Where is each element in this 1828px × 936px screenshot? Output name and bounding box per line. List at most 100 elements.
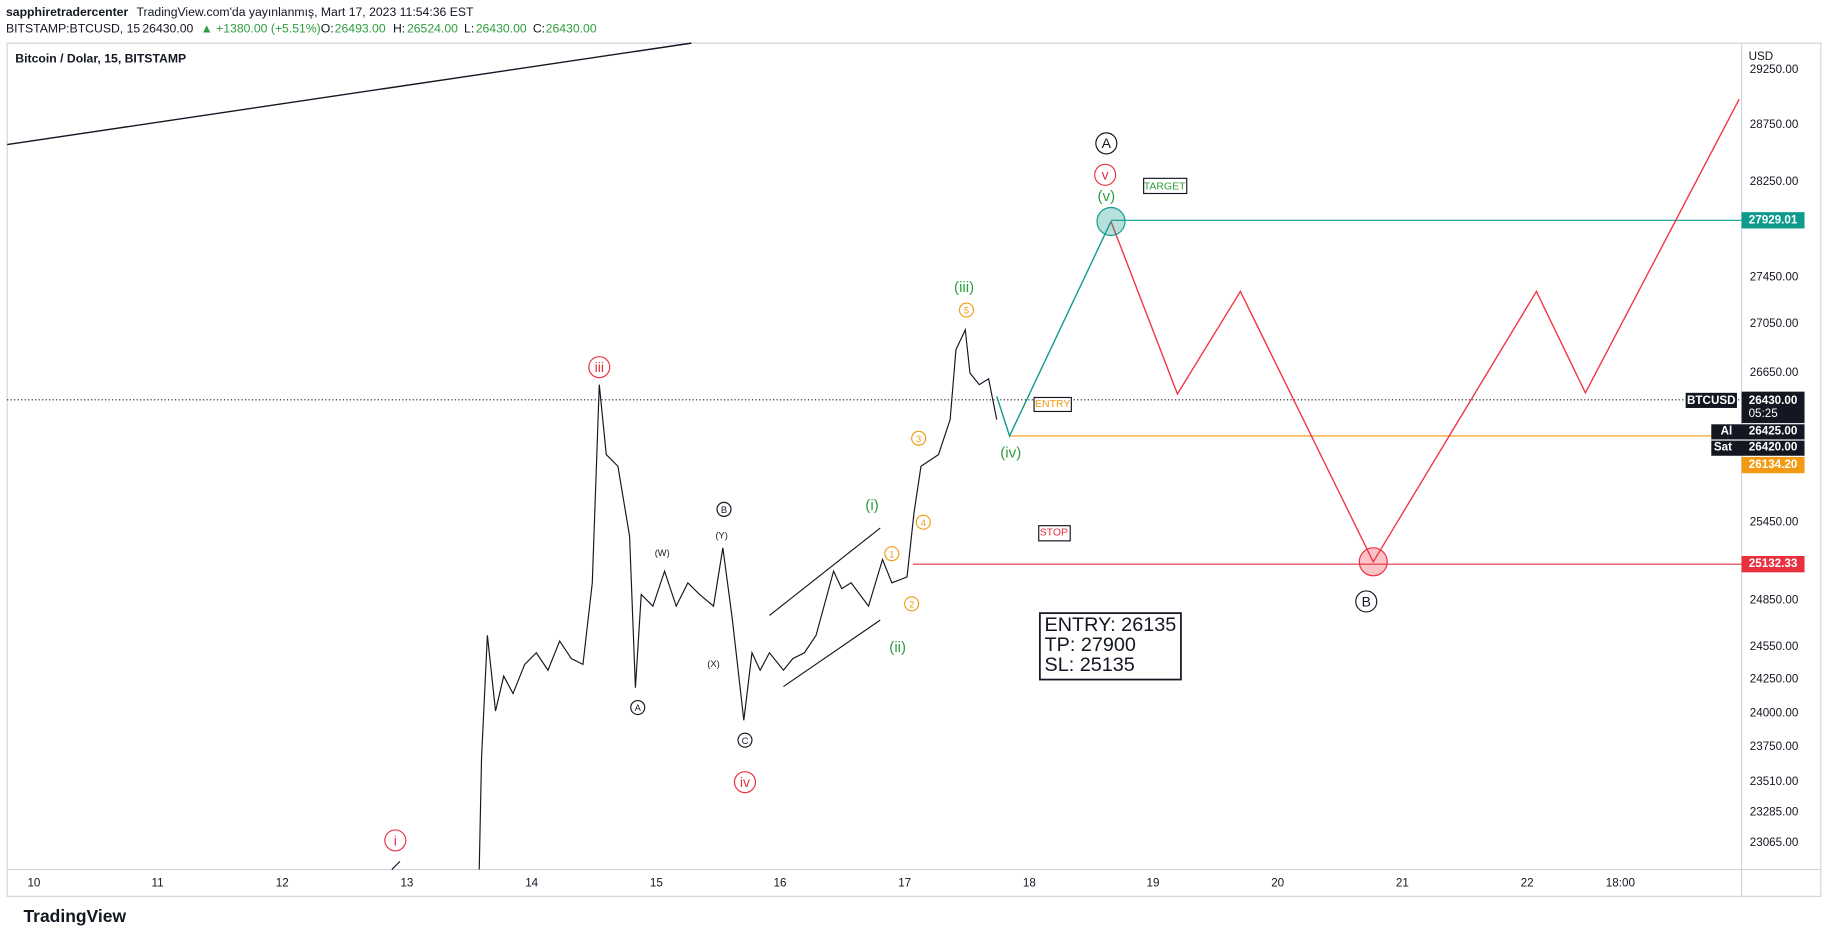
wave-circle [630,699,646,716]
time-label: 15 [650,877,663,890]
price-label: 25450.00 [1750,515,1799,528]
wave-label: 2 [909,599,914,609]
o-value: 26493.00 [335,21,386,35]
time-label: 18 [1023,877,1036,890]
wave-label: (iii) [954,279,974,296]
wave-label: (Y) [715,531,727,541]
wave-label: (v) [1098,188,1116,205]
price-label: 23065.00 [1750,836,1799,849]
time-label: 22 [1521,877,1534,890]
wave-label: A [1102,135,1112,151]
wave-label: (iv) [1000,444,1021,461]
o-label: O: [321,21,334,35]
time-label: 17 [898,877,911,890]
stop-tag-text: 25132.33 [1749,557,1798,570]
bid-value: 26420.00 [1749,441,1798,454]
stop-label: STOP [1040,527,1068,538]
entry-tag [1741,456,1805,474]
target-marker [1096,206,1126,237]
header-symbol: BITSTAMP:BTCUSD, 15 [6,21,140,35]
target-tag [1741,212,1805,229]
price-label: 29250.00 [1750,63,1799,76]
price-label: 24550.00 [1750,640,1799,653]
wave-label: 5 [964,306,969,316]
wave-label: C [742,736,749,746]
entry-label: ENTRY [1035,399,1070,410]
wave-label: (ii) [889,639,906,656]
price-unit: USD [1749,50,1774,63]
price-label: 23285.00 [1750,806,1799,819]
last-tag [1741,391,1805,424]
wave-circle [1094,163,1117,186]
ask-value: 26425.00 [1749,424,1798,437]
target-label: TARGET [1144,181,1186,192]
wave-label: B [721,505,727,515]
wave-circle [904,596,920,612]
wave-label: A [635,703,642,713]
wave-circle [716,501,732,517]
price-axis: 29250.00 28750.00 28250.00 27450.00 27050.00… [1750,63,1799,849]
wave-label: (W) [655,548,670,558]
price-label: 27050.00 [1750,317,1799,330]
trend-line [7,42,692,146]
stop-box [1038,525,1071,542]
footer-logo: TradingView [23,906,126,926]
wave-circle [737,732,753,748]
time-label: 10 [27,877,40,890]
stop-marker [1358,547,1388,577]
wave-circle [958,302,975,318]
price-path [478,327,998,870]
trade-tp: TP: 27900 [1045,634,1136,656]
price-label: 28250.00 [1750,175,1799,188]
wave-label: (X) [707,659,719,669]
time-label: 20 [1271,877,1284,890]
time-label: 14 [525,877,538,890]
time-axis: 10 11 12 13 14 15 16 17 18 19 20 21 22 18:00 [27,877,1635,890]
symbol-tag-text: BTCUSD [1687,394,1736,407]
chart-frame [6,42,1822,897]
wave-label: (i) [865,497,878,514]
channel-line [769,527,881,616]
wave-label: 1 [889,549,894,559]
bid-label: Sat [1714,441,1732,454]
wave-circle [915,514,931,530]
target-tag-text: 27929.01 [1749,213,1798,226]
wave-label: 3 [916,434,921,444]
chart-title: Bitcoin / Dolar, 15, BITSTAMP [15,52,186,66]
ask-label: Al [1721,424,1733,437]
wave-label: i [394,832,397,848]
price-label: 23750.00 [1750,740,1799,753]
price-label: 23510.00 [1750,775,1799,788]
wave-circle [384,829,407,852]
wave-circle [911,430,927,446]
wave-labels: iiiiivv(i)(ii)(iii)(iv)(v)12345AB(W)(X)(… [384,132,1378,852]
target-box [1143,177,1188,195]
symbol-tag [1685,392,1737,408]
price-label: 24000.00 [1750,706,1799,719]
wave-label: B [1362,593,1371,609]
trade-entry: ENTRY: 26135 [1045,614,1177,636]
header-last: 26430.00 [142,21,193,35]
time-label: 12 [276,877,289,890]
projection-up [996,221,1112,438]
trade-box [1039,612,1182,681]
time-label: 13 [400,877,413,890]
h-label: H: [393,21,405,35]
wave-circle [1095,132,1118,155]
trade-sl: SL: 25135 [1045,654,1135,676]
wave-label: iii [595,359,604,375]
wave-label: iv [740,774,750,790]
wave-label: v [1102,167,1109,183]
stop-tag [1741,556,1805,573]
wave-label: 4 [921,518,926,528]
wave-circle [884,546,900,562]
header-published: TradingView.com'da yayınlanmış, Mart 17,… [137,5,474,19]
entry-tag-text: 26134.20 [1749,458,1798,471]
price-label: 24250.00 [1750,673,1799,686]
entry-box [1033,396,1072,413]
time-label: 11 [151,877,163,890]
c-label: C: [533,21,545,35]
wave-circle [733,771,757,794]
